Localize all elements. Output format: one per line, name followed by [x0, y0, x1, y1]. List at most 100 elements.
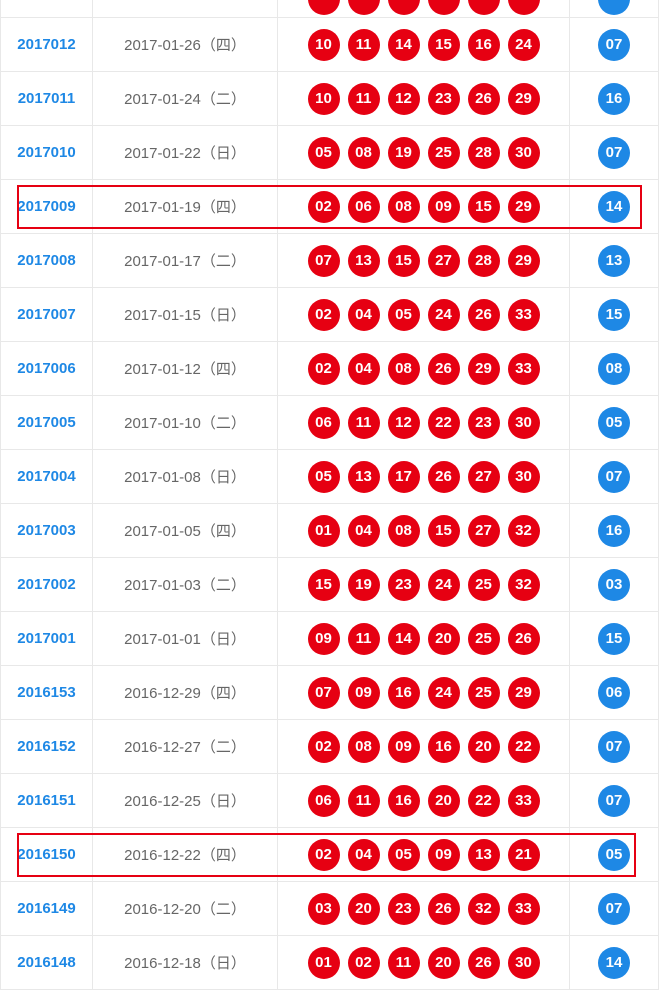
issue-link[interactable]: 2017003 — [17, 522, 75, 539]
blue-ball: 15 — [598, 623, 630, 655]
cell-date: 2017-01-19（四） — [92, 180, 277, 234]
red-ball — [468, 0, 500, 15]
issue-link[interactable]: 2017009 — [17, 198, 75, 215]
red-ball: 23 — [388, 893, 420, 925]
red-ball: 22 — [508, 731, 540, 763]
red-ball: 28 — [468, 245, 500, 277]
date-text: 2016-12-29（四） — [124, 682, 246, 703]
red-ball: 27 — [468, 515, 500, 547]
cell-date: 2016-12-22（四） — [92, 828, 277, 882]
red-ball: 13 — [468, 839, 500, 871]
issue-link[interactable]: 2016151 — [17, 792, 75, 809]
red-ball: 26 — [428, 461, 460, 493]
cell-blue-ball: 07 — [569, 18, 659, 72]
red-ball: 22 — [468, 785, 500, 817]
cell-blue-ball: 15 — [569, 288, 659, 342]
issue-link[interactable]: 2017011 — [18, 90, 76, 107]
red-ball: 12 — [388, 407, 420, 439]
cell-date: 2017-01-05（四） — [92, 504, 277, 558]
red-ball: 26 — [468, 83, 500, 115]
red-ball: 02 — [308, 353, 340, 385]
cell-issue: 2017002 — [0, 558, 92, 612]
cell-issue: 2016149 — [0, 882, 92, 936]
blue-ball: 07 — [598, 893, 630, 925]
cell-red-balls: 071315272829 — [277, 234, 569, 288]
red-ball: 20 — [348, 893, 380, 925]
red-ball: 24 — [428, 299, 460, 331]
cell-red-balls: 050819252830 — [277, 126, 569, 180]
blue-ball: 08 — [598, 353, 630, 385]
blue-ball: 16 — [598, 515, 630, 547]
red-ball: 25 — [468, 623, 500, 655]
table-row: 20170122017-01-26（四）10111415162407 — [0, 18, 659, 72]
blue-ball: 05 — [598, 407, 630, 439]
red-ball: 02 — [348, 947, 380, 979]
cell-blue-ball: 15 — [569, 612, 659, 666]
red-ball: 24 — [428, 569, 460, 601]
issue-link[interactable]: 2017002 — [17, 576, 75, 593]
cell-date: 2017-01-22（日） — [92, 126, 277, 180]
red-ball: 29 — [508, 677, 540, 709]
red-ball — [508, 0, 540, 15]
red-ball: 20 — [428, 623, 460, 655]
issue-link[interactable]: 2016148 — [17, 954, 75, 971]
issue-link[interactable]: 2016153 — [17, 684, 75, 701]
cell-issue: 2017007 — [0, 288, 92, 342]
red-ball: 02 — [308, 299, 340, 331]
date-text: 2017-01-17（二） — [124, 250, 246, 271]
cell-red-balls: 010211202630 — [277, 936, 569, 990]
red-ball: 19 — [348, 569, 380, 601]
issue-link[interactable]: 2017004 — [17, 468, 75, 485]
table-row: 20170112017-01-24（二）10111223262916 — [0, 72, 659, 126]
cell-red-balls: 020608091529 — [277, 180, 569, 234]
cell-red-balls: 070916242529 — [277, 666, 569, 720]
red-ball: 11 — [348, 29, 380, 61]
red-ball: 08 — [348, 731, 380, 763]
red-ball: 26 — [508, 623, 540, 655]
table-row: 2016150 2016-12-22（四）02040509132105 — [0, 828, 659, 882]
cell-issue: 2017005 — [0, 396, 92, 450]
issue-link[interactable]: 2017008 — [17, 252, 75, 269]
red-ball: 11 — [348, 623, 380, 655]
cell-issue: 2016153 — [0, 666, 92, 720]
date-text: 2017-01-08（日） — [124, 466, 246, 487]
issue-link[interactable]: 2017005 — [17, 414, 75, 431]
cell-blue-ball: 14 — [569, 180, 659, 234]
cell-red-balls: 061112222330 — [277, 396, 569, 450]
red-ball: 08 — [388, 353, 420, 385]
cell-date: 2017-01-10（二） — [92, 396, 277, 450]
blue-ball: 13 — [598, 245, 630, 277]
cell-red-balls: 010408152732 — [277, 504, 569, 558]
cell-date: 2016-12-25（日） — [92, 774, 277, 828]
red-ball — [308, 0, 340, 15]
issue-link[interactable]: 2017012 — [17, 36, 75, 53]
table-row: 20170022017-01-03（二）15192324253203 — [0, 558, 659, 612]
issue-link[interactable]: 2016152 — [17, 738, 75, 755]
table-row: 20170042017-01-08（日）05131726273007 — [0, 450, 659, 504]
issue-link[interactable]: 2016149 — [17, 900, 75, 917]
issue-link[interactable]: 2017001 — [17, 630, 75, 647]
red-ball: 07 — [308, 245, 340, 277]
cell-issue: 2016148 — [0, 936, 92, 990]
cell-blue-ball: 05 — [569, 828, 659, 882]
cell-red-balls: 061116202233 — [277, 774, 569, 828]
red-ball: 33 — [508, 785, 540, 817]
issue-link[interactable]: 2017006 — [17, 360, 75, 377]
red-ball: 28 — [468, 137, 500, 169]
issue-link[interactable]: 2016150 — [17, 846, 75, 863]
red-ball: 30 — [508, 137, 540, 169]
date-text: 2017-01-10（二） — [124, 412, 246, 433]
date-text: 2017-01-05（四） — [124, 520, 246, 541]
cell-blue-ball: 06 — [569, 666, 659, 720]
cell-red-balls: 020405091321 — [277, 828, 569, 882]
red-ball: 33 — [508, 299, 540, 331]
cell-date — [92, 0, 277, 18]
issue-link[interactable]: 2017010 — [17, 144, 75, 161]
table-row: 20170062017-01-12（四）02040826293308 — [0, 342, 659, 396]
red-ball: 29 — [508, 191, 540, 223]
issue-link[interactable]: 2017007 — [17, 306, 75, 323]
red-ball: 02 — [308, 191, 340, 223]
red-ball: 06 — [308, 407, 340, 439]
table-row: 20170072017-01-15（日）02040524263315 — [0, 288, 659, 342]
red-ball: 15 — [428, 29, 460, 61]
